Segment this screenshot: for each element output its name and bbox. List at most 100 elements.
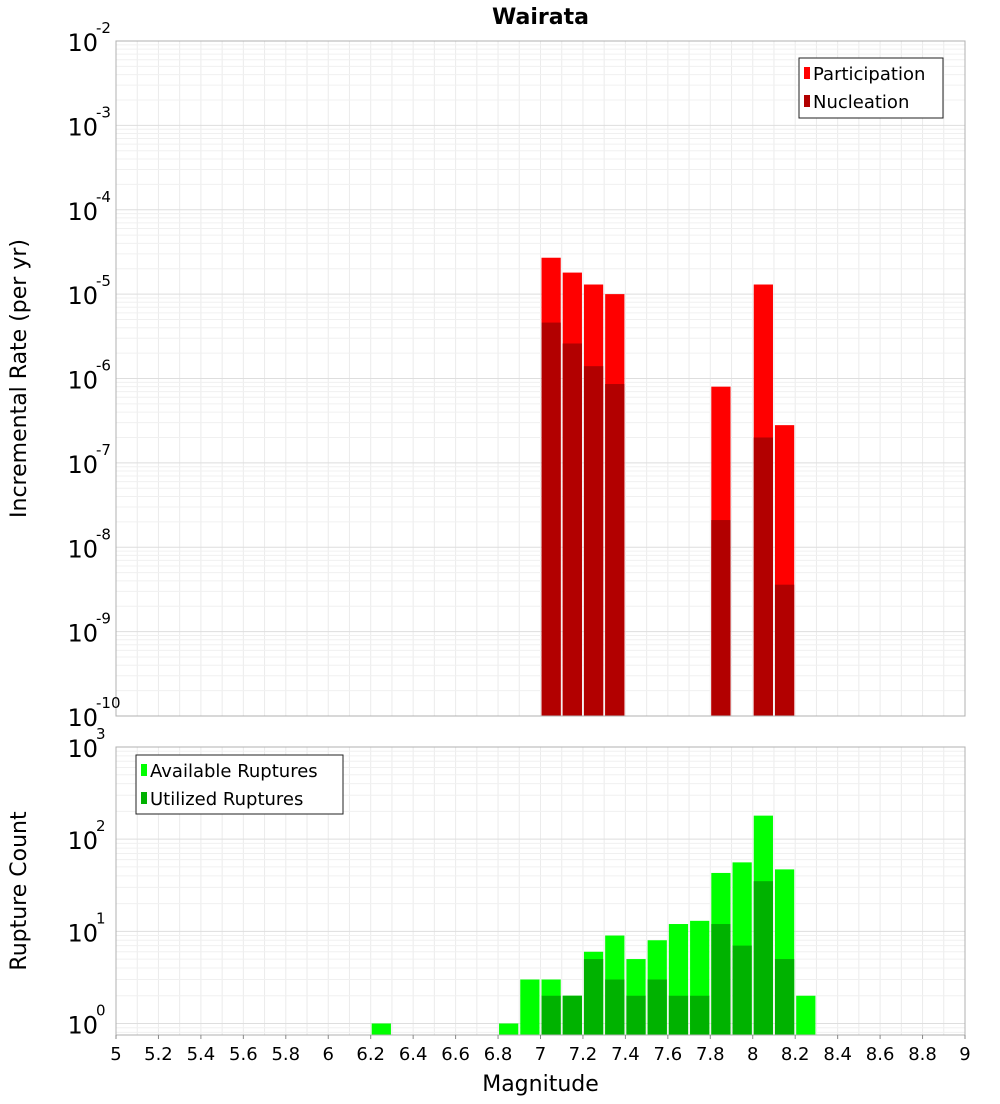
- y-axis-label: Rupture Count: [7, 811, 32, 971]
- y-tick-label: 10-3: [67, 103, 111, 141]
- y-tick-exponent: -3: [96, 103, 111, 121]
- bar: [753, 437, 773, 716]
- y-tick-exponent: -5: [96, 272, 111, 290]
- y-tick-exponent: -2: [96, 19, 111, 37]
- x-tick-label: 6.6: [441, 1044, 470, 1065]
- bar: [690, 995, 710, 1035]
- legend-swatch: [804, 95, 810, 107]
- x-tick-label: 8: [747, 1044, 758, 1065]
- y-tick-base: 10: [67, 282, 98, 310]
- x-tick-label: 5.8: [271, 1044, 300, 1065]
- y-tick-base: 10: [67, 451, 98, 479]
- x-tick-label: 7.8: [696, 1044, 725, 1065]
- y-tick-exponent: -8: [96, 525, 111, 543]
- x-tick-label: 6.8: [484, 1044, 513, 1065]
- bar: [541, 995, 561, 1035]
- x-tick-label: 5: [110, 1044, 121, 1065]
- x-tick-label: 6.2: [356, 1044, 385, 1065]
- y-tick-base: 10: [67, 735, 98, 763]
- bar: [583, 366, 604, 716]
- y-tick-base: 10: [67, 704, 98, 732]
- legend-label: Available Ruptures: [150, 761, 318, 782]
- y-tick-base: 10: [67, 620, 98, 648]
- x-tick-label: 6.4: [399, 1044, 428, 1065]
- x-tick-label: 8.6: [866, 1044, 895, 1065]
- bar: [774, 959, 795, 1035]
- x-axis: 5 5.2 5.4 5.6 5.8 6 6.2 6.4 6.6 6.8 7 7.2 7.4 7.6 7.8 8…: [110, 1035, 971, 1065]
- y-tick-label: 100: [67, 1001, 105, 1039]
- legend: Participation Nucleation: [798, 57, 944, 119]
- bar: [668, 995, 689, 1035]
- y-tick-exponent: -7: [96, 441, 111, 459]
- y-tick-exponent: 0: [96, 1001, 106, 1019]
- y-tick-label: 10-10: [67, 694, 120, 732]
- chart-title: Wairata: [492, 5, 589, 30]
- bar: [753, 881, 773, 1035]
- x-tick-label: 7.6: [654, 1044, 683, 1065]
- y-axis-label: Incremental Rate (per yr): [7, 239, 32, 518]
- y-tick-label: 101: [67, 909, 105, 947]
- y-tick-base: 10: [67, 1011, 98, 1039]
- y-tick-label: 102: [67, 817, 105, 855]
- legend-label: Nucleation: [813, 92, 909, 113]
- y-tick-exponent: 2: [96, 817, 106, 835]
- bar: [732, 945, 752, 1035]
- plot-frame: [115, 40, 966, 717]
- bar: [796, 995, 816, 1035]
- bar: [647, 979, 667, 1035]
- legend-swatch: [141, 764, 147, 776]
- legend-swatch: [141, 792, 147, 804]
- y-tick-label: 10-7: [67, 441, 111, 479]
- y-tick-label: 10-4: [67, 188, 111, 226]
- y-tick-base: 10: [67, 827, 98, 855]
- x-tick-label: 5.6: [229, 1044, 258, 1065]
- y-tick-base: 10: [67, 919, 98, 947]
- bar: [605, 979, 625, 1035]
- y-tick-label: 10-5: [67, 272, 111, 310]
- x-axis-label: Magnitude: [482, 1072, 599, 1097]
- bar: [371, 1023, 391, 1035]
- y-tick-label: 10-8: [67, 525, 111, 563]
- y-tick-exponent: -6: [96, 357, 111, 375]
- bar: [541, 322, 561, 716]
- x-tick-label: 9: [959, 1044, 970, 1065]
- series-1: [541, 322, 795, 716]
- legend-label: Participation: [813, 64, 925, 85]
- y-tick-base: 10: [67, 367, 98, 395]
- y-tick-base: 10: [67, 198, 98, 226]
- chart-panel-0: 10-1010-910-810-710-610-510-410-310-2Inc…: [7, 5, 966, 732]
- x-tick-label: 7.4: [611, 1044, 640, 1065]
- y-tick-label: 10-2: [67, 19, 111, 57]
- legend-box: [135, 754, 344, 815]
- bar: [562, 343, 582, 716]
- y-tick-label: 103: [67, 725, 105, 763]
- grid-lines: [115, 40, 966, 717]
- bar: [499, 1023, 519, 1035]
- y-tick-exponent: -4: [96, 188, 111, 206]
- bar: [605, 384, 625, 716]
- bar: [583, 959, 604, 1035]
- legend-swatch: [804, 67, 810, 79]
- legend-label: Utilized Ruptures: [150, 789, 303, 810]
- legend-box: [798, 57, 944, 119]
- x-tick-label: 6: [323, 1044, 334, 1065]
- x-tick-label: 5.2: [144, 1044, 173, 1065]
- bar: [711, 924, 731, 1035]
- x-tick-label: 8.2: [781, 1044, 810, 1065]
- bar: [626, 995, 646, 1035]
- y-tick-exponent: -9: [96, 610, 111, 628]
- x-tick-label: 8.4: [823, 1044, 852, 1065]
- x-tick-label: 5.4: [187, 1044, 216, 1065]
- y-tick-exponent: 3: [96, 725, 106, 743]
- legend: Available Ruptures Utilized Ruptures: [135, 754, 344, 815]
- y-tick-exponent: -10: [96, 694, 121, 712]
- y-tick-base: 10: [67, 535, 98, 563]
- bar: [562, 995, 582, 1035]
- x-tick-label: 7: [535, 1044, 546, 1065]
- y-tick-label: 10-6: [67, 357, 111, 395]
- series-1: [541, 881, 795, 1035]
- bar: [774, 584, 795, 716]
